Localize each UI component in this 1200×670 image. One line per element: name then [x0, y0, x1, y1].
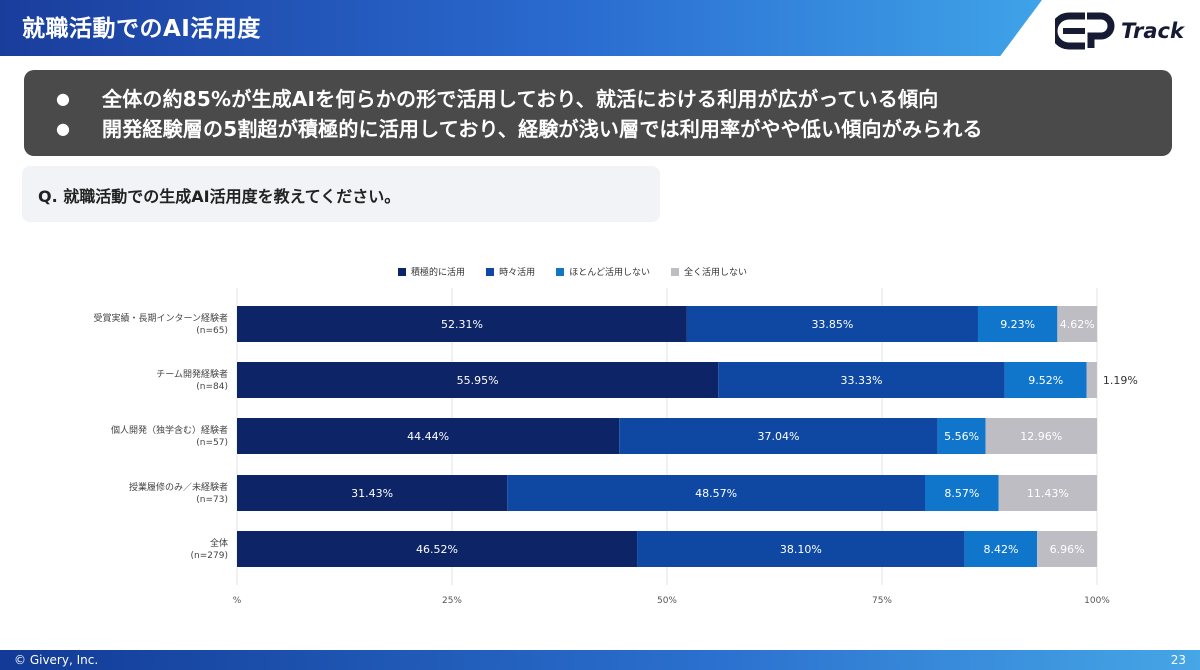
category-label: (n=65) — [196, 326, 228, 336]
data-label: 33.33% — [841, 374, 883, 387]
data-label: 48.57% — [695, 487, 737, 500]
legend-item: 時々活用 — [486, 265, 535, 278]
x-tick-label: 100% — [1084, 596, 1110, 606]
summary-bullet: ● 全体の約85%が生成AIを何らかの形で活用しており、就活における利用が広がって… — [56, 87, 939, 111]
data-label: 38.10% — [780, 543, 822, 556]
bar-segment — [1057, 306, 1098, 342]
category-label: チーム開発経験者 — [156, 368, 228, 380]
category-label: 個人開発（独学含む）経験者 — [111, 424, 228, 436]
track-logo: Track — [1050, 10, 1185, 54]
bar-segment — [937, 418, 986, 454]
data-label: 12.96% — [1020, 430, 1062, 443]
data-label: 1.19% — [1103, 374, 1138, 387]
page-number: 23 — [1170, 653, 1186, 667]
bar-segment — [985, 418, 1097, 454]
bar-segment — [925, 475, 999, 511]
legend-label: 積極的に活用 — [411, 268, 466, 278]
data-label: 8.42% — [983, 543, 1018, 556]
bar-segment — [237, 475, 508, 511]
category-label: (n=73) — [196, 495, 228, 505]
summary-bullet-text: 全体の約85%が生成AIを何らかの形で活用しており、就活における利用が広がってい… — [102, 87, 939, 111]
x-tick-label: % — [233, 596, 242, 606]
data-label: 11.43% — [1027, 487, 1069, 500]
bar-segment — [237, 306, 687, 342]
legend-swatch — [486, 268, 495, 276]
footer: © Givery, Inc. 23 — [0, 650, 1200, 670]
legend-item: 積極的に活用 — [398, 265, 465, 278]
summary-bullet-text: 開発経験層の5割超が積極的に活用しており、経験が浅い層では利用率がやや低い傾向が… — [102, 117, 983, 141]
data-label: 46.52% — [416, 543, 458, 556]
bar-segment — [1037, 531, 1097, 567]
summary-box: ● 全体の約85%が生成AIを何らかの形で活用しており、就活における利用が広がって… — [24, 70, 1172, 156]
data-label: 9.23% — [1000, 318, 1035, 331]
copyright: © Givery, Inc. — [14, 653, 99, 667]
data-label: 33.85% — [811, 318, 853, 331]
bar-segment — [619, 418, 938, 454]
question-text: Q. 就職活動での生成AI活用度を教えてください。 — [38, 187, 401, 206]
data-label: 31.43% — [351, 487, 393, 500]
data-label: 9.52% — [1028, 374, 1063, 387]
legend-label: 時々活用 — [499, 268, 536, 278]
legend-item: 全く活用しない — [671, 265, 747, 278]
category-label: 全体 — [210, 537, 228, 549]
title-band: 就職活動でのAI活用度 — [0, 0, 1042, 56]
bar-segment — [964, 531, 1038, 567]
bar-segment — [507, 475, 925, 511]
legend-item: ほとんど活用しない — [556, 265, 650, 278]
x-tick-label: 50% — [657, 596, 677, 606]
x-tick-label: 25% — [442, 596, 462, 606]
track-logo-icon — [1050, 12, 1115, 50]
bar-segment — [1086, 362, 1097, 398]
bar-segment — [637, 531, 965, 567]
data-label: 52.31% — [441, 318, 483, 331]
bar-segment — [1004, 362, 1087, 398]
legend-label: 全く活用しない — [684, 268, 748, 278]
question-box: Q. 就職活動での生成AI活用度を教えてください。 — [22, 166, 660, 222]
legend-swatch — [671, 268, 680, 276]
chart-legend: 積極的に活用 時々活用 ほとんど活用しない 全く活用しない — [398, 261, 763, 278]
logo-text: Track — [1121, 19, 1184, 43]
data-label: 5.56% — [944, 430, 979, 443]
data-label: 8.57% — [944, 487, 979, 500]
category-label: 授業履修のみ／未経験者 — [129, 481, 228, 493]
legend-swatch — [398, 268, 406, 276]
bar-segment — [237, 418, 620, 454]
legend-swatch — [556, 268, 565, 276]
category-label: (n=84) — [196, 382, 228, 392]
x-tick-label: 75% — [872, 596, 892, 606]
page-title: 就職活動でのAI活用度 — [22, 16, 261, 42]
bar-segment — [686, 306, 978, 342]
category-label: (n=57) — [196, 438, 228, 448]
data-label: 55.95% — [457, 374, 499, 387]
bar-segment — [237, 362, 719, 398]
data-label: 44.44% — [407, 430, 449, 443]
bar-segment — [718, 362, 1005, 398]
data-label: 37.04% — [757, 430, 799, 443]
category-label: (n=279) — [191, 551, 228, 561]
category-label: 受賞実績・長期インターン経験者 — [93, 312, 228, 324]
summary-bullet: ● 開発経験層の5割超が積極的に活用しており、経験が浅い層では利用率がやや低い傾向… — [56, 117, 983, 141]
legend-label: ほとんど活用しない — [569, 268, 650, 278]
stacked-bar-chart: % 25% 50% 75% 100% 受賞実績・長期インターン経験者 (n=65) チーム開発… — [93, 288, 1138, 606]
bar-segment — [977, 306, 1058, 342]
bar-segment — [998, 475, 1097, 511]
data-label: 6.96% — [1050, 543, 1085, 556]
data-label: 4.62% — [1060, 318, 1095, 331]
bar-segment — [237, 531, 638, 567]
